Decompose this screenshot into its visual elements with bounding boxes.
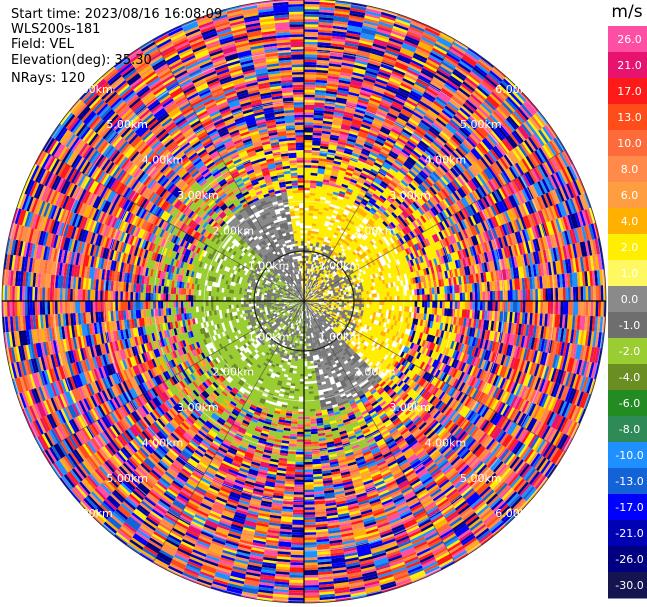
colorbar-tick-label: 10.0 xyxy=(617,137,642,150)
range-ring-label: 2.00km xyxy=(354,366,396,379)
velocity-cell-group xyxy=(142,157,376,463)
azimuth-spoke xyxy=(303,300,456,563)
colorbar-tick-label: 6.0 xyxy=(621,189,639,202)
colorbar-block xyxy=(608,52,647,79)
range-ring-label: 2.00km xyxy=(354,224,396,237)
velocity-cell-group xyxy=(5,0,605,598)
range-ring-label: 4.00km xyxy=(425,436,467,449)
colorbar-tick-label: 0.0 xyxy=(621,293,639,306)
range-ring-label: 1.00km xyxy=(319,260,361,273)
range-ring-label: 1.00km xyxy=(248,330,290,343)
colorbar-tick-label: 26.0 xyxy=(617,33,642,46)
range-ring-label: 5.00km xyxy=(460,472,502,485)
colorbar-block xyxy=(608,234,647,261)
range-ring-label: 6.00km xyxy=(71,83,113,96)
velocity-cell-group xyxy=(4,3,606,603)
velocity-cell-group xyxy=(193,228,320,412)
range-ring-label: 1.00km xyxy=(319,330,361,343)
azimuth-spokes xyxy=(2,0,606,603)
colorbar-block xyxy=(608,26,647,53)
range-ring-label: 2.00km xyxy=(213,366,255,379)
elevation-label: Elevation(deg): 35.30 xyxy=(11,53,152,68)
colorbar-block xyxy=(608,130,647,157)
colorbar-tick-label: 8.0 xyxy=(621,163,639,176)
velocity-cell-group xyxy=(232,194,383,408)
velocity-cell-group xyxy=(8,1,601,593)
colorbar-block xyxy=(608,442,647,469)
colorbar-block xyxy=(608,338,647,365)
colorbar-block xyxy=(608,182,647,209)
colorbar-tick-label: -10.0 xyxy=(615,449,643,462)
colorbar-block xyxy=(608,104,647,131)
azimuth-spoke xyxy=(303,149,566,302)
range-ring-labels: 1.00km 2.00km 3.00km 4.00km 5.00km 6.00km 1.00… xyxy=(71,83,537,520)
range-ring-label: 3.00km xyxy=(177,401,219,414)
colorbar-tick-label: 1.0 xyxy=(621,267,639,280)
range-ring-label: 5.00km xyxy=(106,118,148,131)
colorbar-blocks xyxy=(608,26,647,599)
colorbar-block xyxy=(608,416,647,443)
range-ring-label: 4.00km xyxy=(142,154,184,167)
range-ring-label: 3.00km xyxy=(389,401,431,414)
colorbar-tick-label: -8.0 xyxy=(619,423,640,436)
colorbar-tick-label: -4.0 xyxy=(619,371,640,384)
colorbar-tick-label: -30.0 xyxy=(615,579,643,592)
nrays-label: NRays: 120 xyxy=(11,71,86,86)
colorbar-block xyxy=(608,286,647,313)
range-ring-label: 4.00km xyxy=(425,154,467,167)
range-ring-label: 2.00km xyxy=(213,224,255,237)
colorbar-tick-label: -21.0 xyxy=(615,527,643,540)
colorbar-unit-label: m/s xyxy=(611,2,642,22)
field-label: Field: VEL xyxy=(11,37,74,52)
range-ring-label: 6.00km xyxy=(495,507,537,520)
azimuth-spoke xyxy=(152,300,305,563)
instrument-label: WLS200s-181 xyxy=(11,22,101,37)
colorbar-tick-labels: 26.0 21.0 17.0 13.0 10.0 8.0 6.0 4.0 2.0 1.0 0.0 -1… xyxy=(615,33,643,592)
range-ring-label: 5.00km xyxy=(106,472,148,485)
velocity-cell-group xyxy=(5,1,606,601)
colorbar-tick-label: 21.0 xyxy=(617,59,642,72)
range-ring-label: 6.00km xyxy=(495,83,537,96)
colorbar-tick-label: -6.0 xyxy=(619,397,640,410)
colorbar-tick-label: -2.0 xyxy=(619,345,640,358)
range-ring-label: 1.00km xyxy=(248,260,290,273)
colorbar-block xyxy=(608,546,647,573)
range-ring-label: 3.00km xyxy=(389,189,431,202)
range-ring-label: 6.00km xyxy=(71,507,113,520)
azimuth-spoke xyxy=(42,149,305,302)
colorbar-block xyxy=(608,520,647,547)
range-ring-label: 5.00km xyxy=(460,118,502,131)
azimuth-spoke xyxy=(152,39,305,302)
colorbar-block xyxy=(608,364,647,391)
colorbar-tick-label: 4.0 xyxy=(621,215,639,228)
colorbar-tick-label: 13.0 xyxy=(617,111,642,124)
colorbar-tick-label: -26.0 xyxy=(615,553,643,566)
colorbar-block xyxy=(608,208,647,235)
colorbar-block xyxy=(608,390,647,417)
colorbar-tick-label: -17.0 xyxy=(615,501,643,514)
colorbar-block xyxy=(608,494,647,521)
azimuth-spoke xyxy=(303,300,566,453)
colorbar-block xyxy=(608,312,647,339)
range-ring-label: 4.00km xyxy=(142,436,184,449)
velocity-cell-group xyxy=(7,13,599,603)
colorbar-block xyxy=(608,260,647,287)
colorbar-block xyxy=(608,572,647,599)
colorbar-block xyxy=(608,156,647,183)
azimuth-spoke xyxy=(303,39,456,302)
colorbar-tick-label: 17.0 xyxy=(617,85,642,98)
colorbar-tick-label: -1.0 xyxy=(619,319,640,332)
colorbar-tick-label: -13.0 xyxy=(615,475,643,488)
colorbar-block xyxy=(608,468,647,495)
start-time-label: Start time: 2023/08/16 16:08:09 xyxy=(11,7,223,22)
range-ring-label: 3.00km xyxy=(177,189,219,202)
azimuth-spoke xyxy=(42,300,305,453)
colorbar-tick-label: 2.0 xyxy=(621,241,639,254)
colorbar-block xyxy=(608,78,647,105)
